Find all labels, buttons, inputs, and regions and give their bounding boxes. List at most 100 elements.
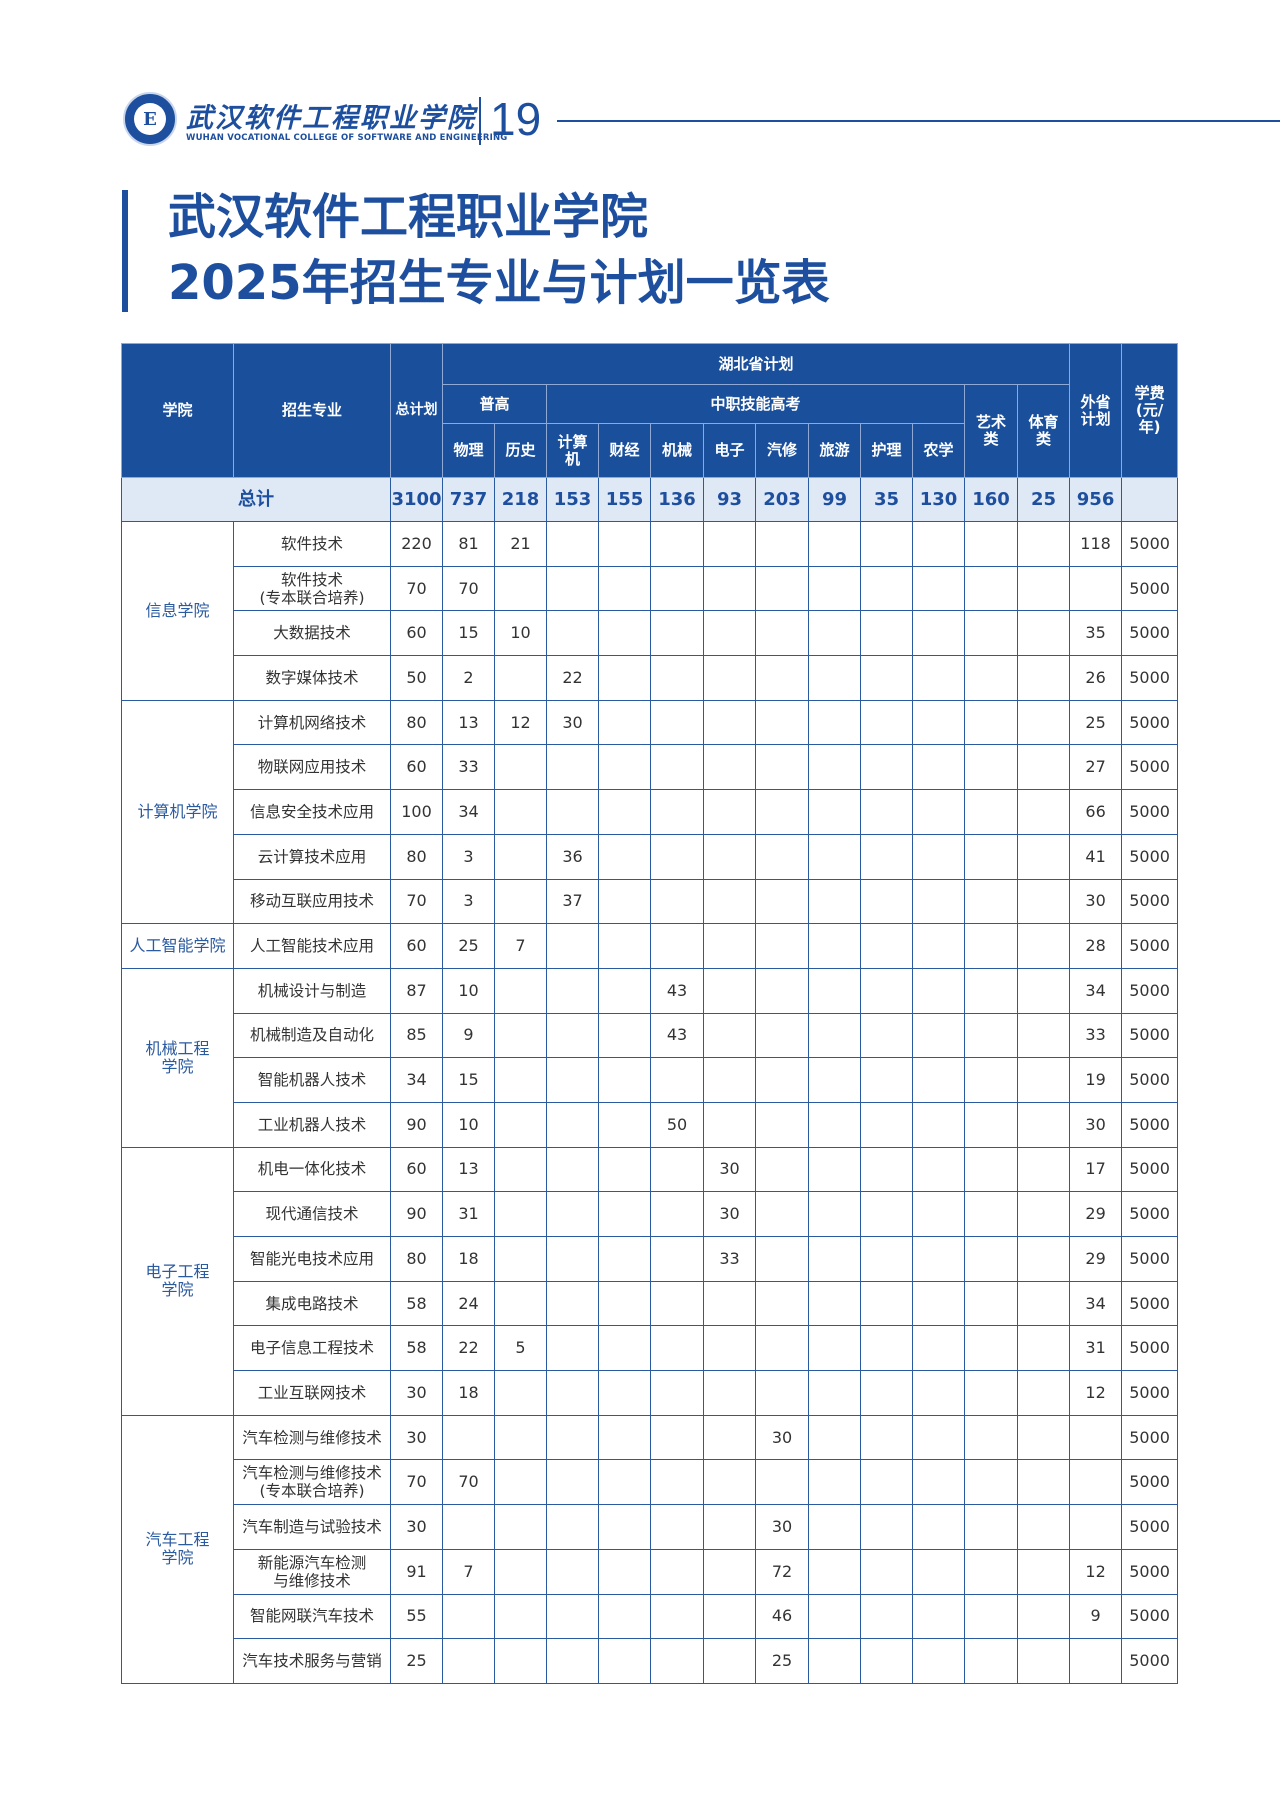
plan-cell [650,1057,704,1103]
header-tuition: 学费(元/年) [1121,343,1179,478]
major-cell: 软件技术 [233,521,391,567]
plan-cell [494,1101,547,1148]
total-cell: 155 [598,477,651,522]
plan-cell: 91 [390,1548,443,1595]
plan-cell: 10 [494,610,547,657]
plan-cell [703,744,756,791]
plan-cell [546,1414,599,1461]
plan-cell: 72 [755,1548,809,1595]
plan-cell [808,1504,861,1550]
plan-cell: 30 [755,1504,809,1550]
plan-cell [860,1548,913,1595]
plan-cell [598,1638,651,1684]
plan-cell [1016,744,1071,791]
table-row: 电子工程 学院 机电一体化技术 60 13 30 17 5000 [121,1146,1179,1416]
plan-cell [860,1101,913,1148]
header-art: 艺术类 [964,384,1018,478]
header-subject: 旅游 [808,423,861,478]
plan-cell [703,967,756,1014]
plan-cell [598,1057,651,1103]
plan-cell [860,699,913,746]
plan-cell [912,1414,965,1461]
plan-cell [808,1191,861,1237]
plan-cell [703,610,756,657]
plan-cell: 5000 [1121,565,1179,612]
plan-cell [442,1414,495,1461]
plan-cell [494,878,547,925]
plan-cell [860,1191,913,1237]
logo-english-name: WUHAN VOCATIONAL COLLEGE OF SOFTWARE AND… [186,133,508,143]
table-row: 信息安全技术应用 100 34 66 5000 [122,789,1179,835]
plan-cell [912,1191,965,1237]
plan-cell [912,744,965,791]
plan-cell [442,1504,495,1550]
plan-cell [650,565,704,612]
plan-cell [598,610,651,657]
plan-cell: 5000 [1121,1638,1179,1684]
plan-cell: 13 [442,1146,495,1193]
plan-cell: 36 [546,833,599,880]
plan-cell [1016,1504,1071,1550]
plan-cell: 100 [390,789,443,835]
plan-cell: 5000 [1121,1504,1179,1550]
plan-cell: 33 [442,744,495,791]
plan-cell [964,789,1018,835]
plan-cell: 5000 [1121,833,1179,880]
plan-cell: 50 [390,655,443,701]
plan-cell [808,1101,861,1148]
plan-cell [598,699,651,746]
plan-cell [703,833,756,880]
total-cell: 25 [1016,477,1071,522]
plan-cell [755,967,809,1014]
plan-cell [442,1593,495,1640]
plan-cell [912,521,965,567]
plan-cell [1069,1459,1123,1506]
plan-cell [650,1191,704,1237]
plan-cell [703,1548,756,1595]
table-row: 工业互联网技术 30 18 12 5000 [122,1370,1179,1416]
plan-cell: 29 [1069,1236,1123,1282]
major-cell: 数字媒体技术 [233,655,391,701]
plan-cell [964,1638,1018,1684]
major-cell: 汽车制造与试验技术 [233,1504,391,1550]
plan-cell [703,923,756,969]
plan-cell [703,1012,756,1059]
plan-cell [494,833,547,880]
plan-cell [494,789,547,835]
plan-cell [598,1504,651,1550]
college-logo-emblem: E [123,92,177,146]
plan-cell [494,1548,547,1595]
plan-cell [598,1414,651,1461]
plan-cell [598,878,651,925]
plan-cell [1016,1236,1071,1282]
plan-cell: 34 [390,1057,443,1103]
plan-cell [964,610,1018,657]
plan-cell: 5000 [1121,1057,1179,1103]
plan-cell [808,1057,861,1103]
college-cell: 信息学院 [121,521,234,701]
plan-cell [964,967,1018,1014]
plan-cell [546,521,599,567]
plan-cell [755,610,809,657]
plan-cell [546,1191,599,1237]
plan-cell [598,923,651,969]
plan-cell [860,521,913,567]
plan-cell [703,655,756,701]
plan-cell: 5000 [1121,655,1179,701]
plan-cell [912,1101,965,1148]
plan-cell [964,1280,1018,1327]
plan-cell [1016,1414,1071,1461]
plan-cell: 5000 [1121,521,1179,567]
plan-cell [598,1101,651,1148]
plan-cell [546,923,599,969]
plan-cell [808,610,861,657]
plan-cell: 34 [1069,1280,1123,1327]
plan-cell: 2 [442,655,495,701]
header-rule [557,120,1280,122]
plan-cell [860,1057,913,1103]
plan-cell [964,1325,1018,1372]
table-row: 软件技术 (专本联合培养) 70 70 5000 [122,565,1179,612]
plan-cell [912,1280,965,1327]
plan-cell: 28 [1069,923,1123,969]
plan-cell: 70 [442,565,495,612]
